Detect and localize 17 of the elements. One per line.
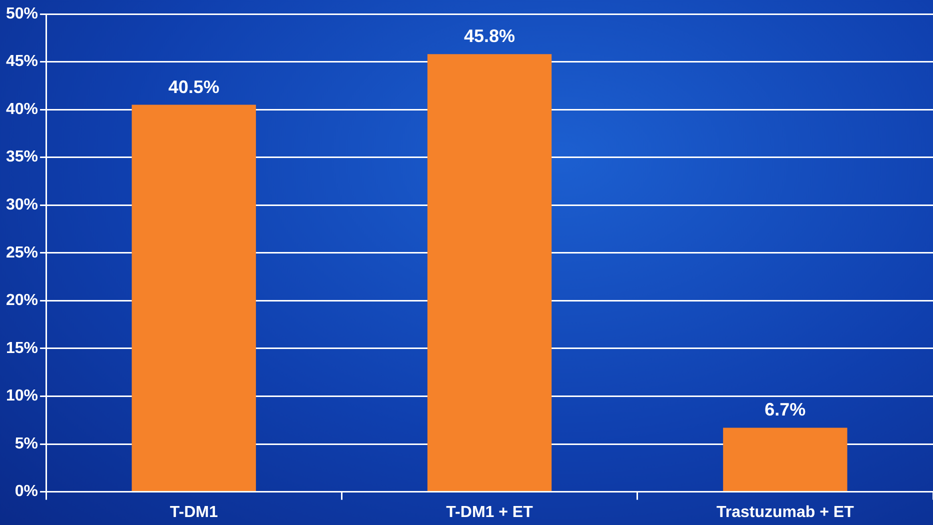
x-tick-label: T-DM1 + ET [446,504,534,521]
data-label: 45.8% [464,26,516,46]
y-tick-label: 30% [6,196,38,214]
y-tick-label: 25% [6,244,38,262]
y-tick-label: 5% [14,435,38,452]
y-tick-label: 50% [6,5,38,22]
data-label: 40.5% [168,76,220,97]
x-tick-label: Trastuzumab + ET [716,504,854,521]
y-tick-label: 10% [6,388,38,405]
y-tick-label: 40% [6,100,38,118]
y-tick-label: 15% [6,340,38,357]
x-tick-label: T-DM1 [170,504,218,521]
y-tick-label: 20% [6,292,38,310]
y-tick-label: 45% [6,53,38,70]
y-tick-label: 35% [6,148,38,166]
y-tick-label: 0% [14,483,38,500]
data-label: 6.7% [764,400,806,420]
